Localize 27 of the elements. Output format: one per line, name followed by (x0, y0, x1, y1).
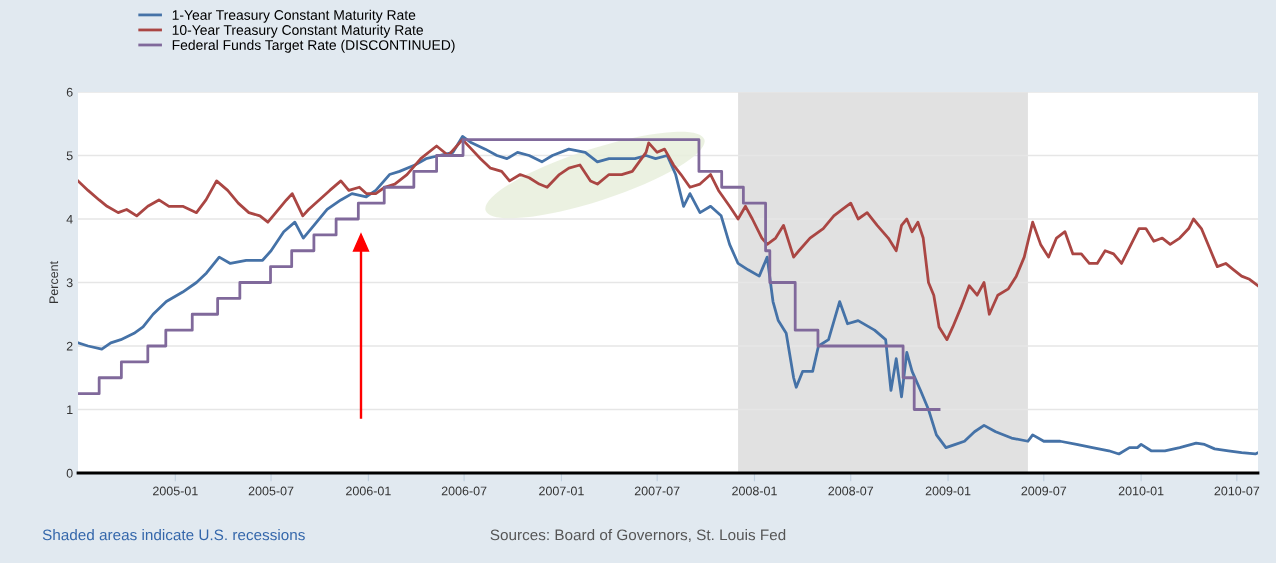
x-tick-label: 2009-07 (1021, 486, 1067, 496)
line-series (78, 138, 1258, 342)
x-tick-label: 2006-01 (346, 486, 391, 496)
legend-label: Federal Funds Target Rate (DISCONTINUED) (172, 39, 455, 53)
y-tick-label: 6 (66, 87, 73, 97)
x-tick-label: 2008-07 (828, 486, 874, 496)
source-note: Sources: Board of Governors, St. Louis Fed (490, 529, 786, 543)
y-tick-label: 5 (66, 151, 73, 161)
x-tick-label: 2007-01 (539, 486, 584, 496)
y-axis-title: Percent (49, 261, 59, 304)
x-tick-label: 2007-07 (634, 486, 680, 496)
y-tick-label: 1 (67, 405, 73, 415)
legend-label: 10-Year Treasury Constant Maturity Rate (172, 24, 423, 38)
x-tick-label: 2010-01 (1118, 486, 1164, 496)
x-tick-label: 2010-07 (1214, 486, 1260, 496)
y-tick-label: 0 (66, 468, 73, 478)
y-tick-label: 4 (66, 214, 73, 224)
y-tick-label: 2 (66, 341, 73, 351)
x-tick-label: 2005-07 (248, 486, 294, 496)
x-tick-label: 2008-01 (732, 486, 777, 496)
text: Shaded areas indicate U.S. recessions (42, 529, 305, 541)
x-tick-label: 2005-01 (153, 486, 198, 496)
x-tick-label: 2009-01 (925, 486, 971, 496)
y-tick-label: 3 (66, 278, 73, 288)
x-tick-label: 2006-07 (441, 486, 487, 496)
legend-label: 1-Year Treasury Constant Maturity Rate (172, 9, 416, 23)
line-series (78, 135, 1258, 456)
